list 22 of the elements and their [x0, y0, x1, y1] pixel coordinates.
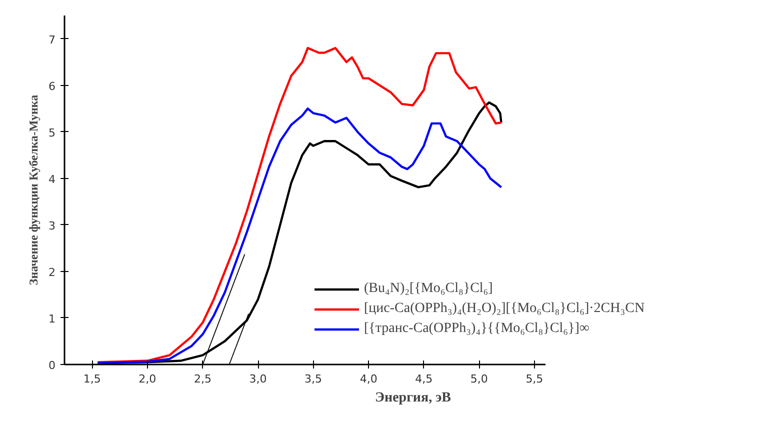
- y-tick-label: 6: [48, 80, 56, 93]
- legend-label: [{транс-Ca(OPPh₃)₄}{{Mo₆Cl₈}Cl₆}]∞: [364, 321, 590, 337]
- x-tick-label: 2,5: [194, 372, 212, 386]
- y-tick-label: 0: [48, 359, 56, 372]
- legend-label: (Bu₄N)₂[{Mo₆Cl₈}Cl₆]: [364, 281, 493, 297]
- x-tick-label: 2,0: [138, 372, 156, 386]
- y-tick-label: 1: [48, 312, 56, 326]
- y-axis-title: Значение функции Кубелка-Мунка: [26, 94, 40, 286]
- y-tick-label: 3: [48, 219, 56, 232]
- y-tick-label: 7: [48, 33, 56, 46]
- y-tick-label: 2: [48, 266, 56, 279]
- x-tick-label: 3,0: [249, 372, 267, 386]
- y-tick-label: 5: [48, 126, 56, 140]
- x-tick-label: 5,0: [470, 372, 488, 386]
- x-tick-label: 5,5: [526, 372, 544, 386]
- legend-label: [цис-Ca(OPPh₃)₄(H₂O)₂][{Mo₆Cl₈}Cl₆]·2CH₃CN: [364, 301, 645, 317]
- y-tick-label: 4: [48, 172, 56, 186]
- x-tick-label: 4,5: [415, 372, 433, 386]
- x-tick-label: 3,5: [304, 372, 322, 386]
- x-tick-label: 4,0: [360, 372, 378, 386]
- x-tick-label: 1,5: [83, 372, 101, 386]
- x-axis-title: Энергия, эВ: [375, 390, 451, 406]
